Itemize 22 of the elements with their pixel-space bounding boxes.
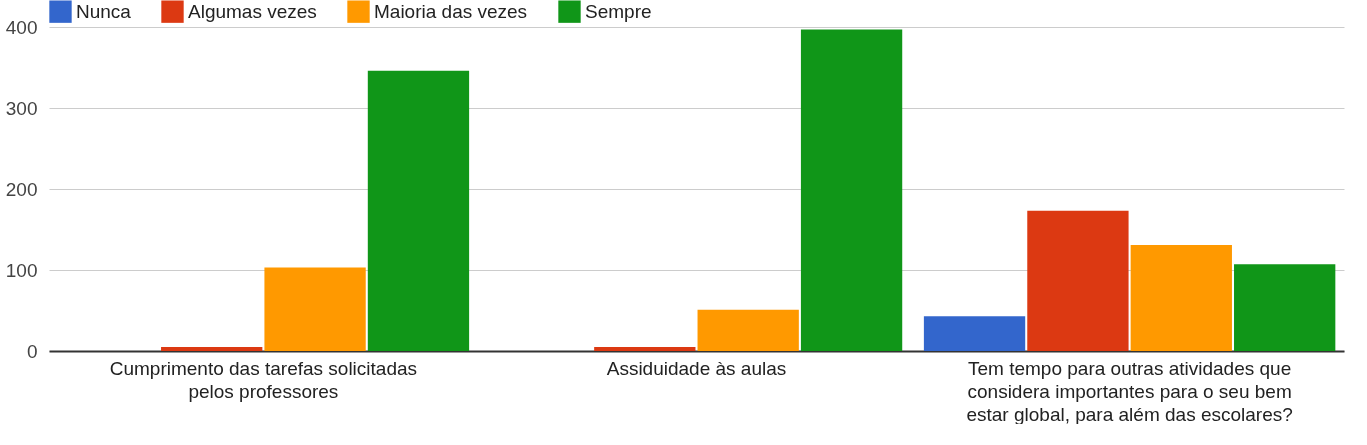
y-tick-label: 300 — [5, 97, 38, 119]
y-tick-label: 400 — [5, 16, 38, 38]
bar — [1027, 210, 1129, 351]
bar — [264, 267, 366, 351]
bar — [367, 70, 470, 351]
legend-label: Maioria das vezes — [374, 0, 528, 22]
bar — [697, 309, 799, 351]
bar — [1234, 264, 1336, 351]
legend-label: Sempre — [585, 0, 652, 22]
y-tick-label: 100 — [5, 259, 38, 281]
y-tick-label: 0 — [26, 340, 38, 362]
x-tick-label: Tem tempo para outras atividades que considera importantes para o seu bem estar global, para além das escolares? — [966, 357, 1293, 425]
bar — [800, 29, 903, 351]
y-tick-label: 200 — [5, 178, 38, 200]
legend-label: Algumas vezes — [188, 0, 317, 22]
bar — [161, 346, 263, 351]
x-tick-label: Cumprimento das tarefas solicitadas pelos professores — [109, 357, 418, 402]
bar — [594, 346, 696, 351]
bar — [923, 316, 1026, 351]
bar — [1130, 244, 1232, 351]
x-tick-label: Assiduidade às aulas — [606, 357, 787, 379]
legend-label: Nunca — [76, 0, 132, 22]
